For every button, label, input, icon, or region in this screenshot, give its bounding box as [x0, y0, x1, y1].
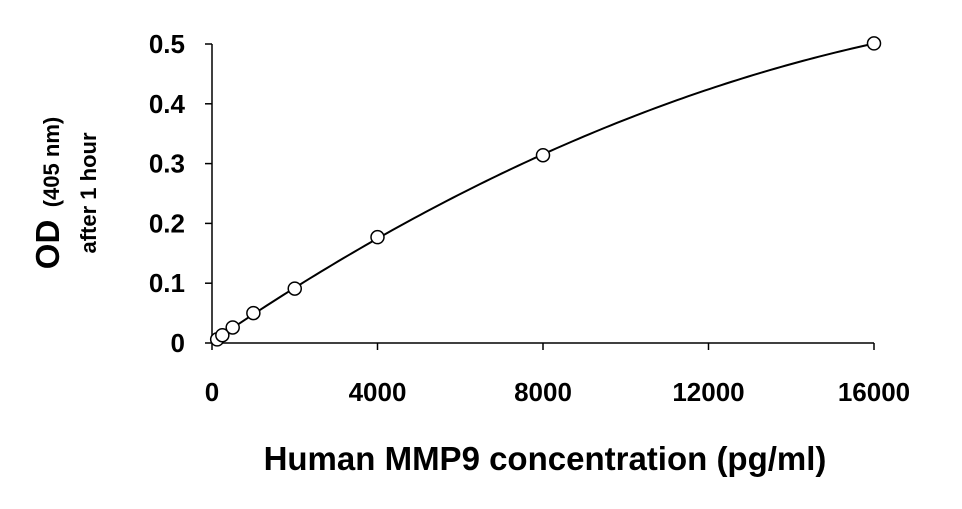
x-axis-title: Human MMP9 concentration (pg/ml) — [264, 440, 827, 477]
y-tick-label: 0.2 — [149, 208, 185, 238]
fit-curve — [216, 42, 875, 340]
x-tick-label: 8000 — [514, 377, 572, 407]
x-tick-label: 12000 — [672, 377, 744, 407]
x-axis: 0 4000 8000 12000 16000 — [205, 342, 910, 407]
data-point — [535, 147, 551, 163]
y-axis: 0 0.1 0.2 0.3 0.4 0.5 — [149, 29, 213, 358]
y-axis-title-line2: after 1 hour — [76, 132, 101, 253]
data-point — [866, 36, 882, 51]
x-tick-label: 4000 — [349, 377, 407, 407]
data-point — [215, 327, 230, 343]
data-point — [287, 281, 302, 296]
y-axis-title-main: OD — [29, 220, 66, 270]
y-axis-title: OD (405 nm) — [29, 117, 66, 269]
svg-text:OD (405 nm): OD (405 nm) — [29, 117, 66, 269]
x-tick-label: 0 — [205, 377, 219, 407]
data-points-layer — [209, 36, 882, 347]
y-tick-label: 0 — [171, 328, 185, 358]
y-tick-label: 0.5 — [149, 29, 185, 59]
y-tick-label: 0.1 — [149, 268, 185, 298]
y-axis-title-unit: (405 nm) — [39, 117, 64, 207]
y-tick-label: 0.4 — [149, 89, 186, 119]
data-point — [246, 305, 261, 321]
y-tick-label: 0.3 — [149, 149, 185, 179]
x-tick-label: 16000 — [838, 377, 910, 407]
data-point — [370, 229, 385, 245]
data-point — [225, 320, 240, 335]
fit-curve-layer — [216, 42, 875, 340]
